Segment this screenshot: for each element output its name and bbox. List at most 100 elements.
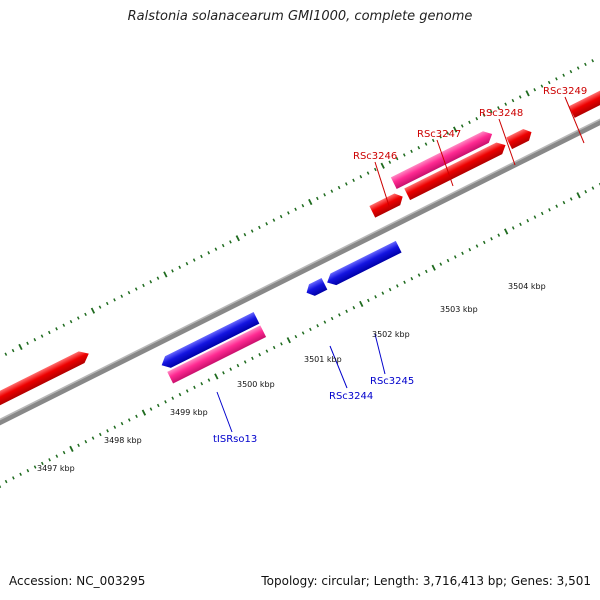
minor-tick: [511, 98, 515, 103]
minor-tick: [214, 247, 218, 251]
major-tick: [163, 271, 168, 278]
minor-tick: [468, 120, 471, 125]
minor-tick: [258, 353, 262, 357]
minor-tick: [410, 276, 414, 281]
minor-tick: [84, 440, 88, 444]
minor-tick: [272, 218, 276, 222]
minor-tick: [330, 316, 334, 321]
minor-tick: [55, 454, 59, 458]
minor-tick: [446, 258, 450, 263]
leader-rsc3246: [374, 161, 391, 210]
feature-rsc3248: [506, 129, 532, 150]
map-title: Ralstonia solanacearum GMI1000, complete…: [127, 9, 473, 24]
minor-tick: [11, 348, 15, 353]
major-tick: [525, 90, 530, 97]
minor-tick: [171, 396, 175, 400]
minor-tick: [562, 73, 566, 77]
major-tick: [503, 228, 509, 235]
minor-tick: [591, 59, 595, 63]
minor-tick: [127, 290, 131, 295]
leader-rsc3245: [374, 333, 386, 375]
minor-tick: [301, 331, 305, 335]
minor-tick: [453, 255, 457, 259]
minor-tick: [62, 450, 66, 455]
feature-rsc3249: [568, 74, 600, 118]
minor-tick: [243, 360, 247, 364]
minor-tick: [48, 458, 51, 462]
minor-tick: [178, 265, 182, 269]
minor-tick: [222, 371, 225, 375]
minor-tick: [489, 109, 493, 114]
minor-tick: [250, 229, 254, 233]
minor-tick: [345, 309, 348, 313]
minor-tick: [591, 186, 595, 190]
leader-rsc3248: [498, 118, 516, 166]
major-tick: [235, 235, 240, 242]
minor-tick: [482, 113, 486, 117]
feature-rsc3246: [369, 193, 403, 218]
minor-tick: [200, 382, 204, 386]
minor-tick: [105, 301, 109, 306]
major-tick: [69, 445, 74, 452]
leader-rsc3249: [564, 96, 585, 144]
minor-tick: [185, 261, 189, 266]
minor-tick: [439, 262, 443, 266]
minor-tick: [562, 200, 566, 205]
minor-tick: [84, 312, 87, 317]
minor-tick: [98, 432, 102, 437]
minor-tick: [178, 392, 182, 397]
feature-rsc3247-rna: [390, 131, 493, 189]
minor-tick: [309, 327, 312, 332]
minor-tick: [287, 211, 290, 215]
minor-tick: [280, 342, 283, 346]
minor-tick: [200, 254, 203, 259]
scale-label-3497: 3497 kbp: [37, 464, 75, 473]
minor-tick: [164, 400, 167, 404]
minor-tick: [229, 367, 233, 371]
minor-tick: [207, 378, 211, 382]
minor-tick: [417, 146, 421, 150]
minor-tick: [106, 429, 109, 433]
minor-tick: [207, 251, 211, 255]
leader-tisrso13: [216, 391, 233, 433]
minor-tick: [265, 222, 268, 226]
minor-tick: [221, 243, 225, 248]
minor-tick: [555, 77, 558, 81]
minor-tick: [26, 468, 30, 473]
minor-tick: [345, 182, 348, 186]
label-rsc3247: RSc3247: [417, 129, 461, 140]
major-tick: [453, 126, 458, 133]
minor-tick: [584, 62, 587, 67]
minor-tick: [475, 244, 479, 248]
minor-tick: [431, 138, 435, 143]
minor-tick: [395, 156, 399, 161]
minor-tick: [497, 106, 500, 110]
major-tick: [380, 162, 385, 169]
minor-tick: [402, 153, 406, 157]
minor-tick: [518, 95, 522, 99]
minor-tick: [381, 291, 385, 295]
minor-tick: [482, 240, 486, 245]
major-tick: [18, 343, 23, 350]
minor-tick: [272, 345, 276, 350]
minor-tick: [330, 189, 334, 193]
minor-tick: [540, 211, 544, 216]
feature-tisrso13: [167, 325, 267, 384]
minor-tick: [142, 283, 145, 288]
minor-tick: [26, 341, 29, 346]
feature-rsc3247: [404, 142, 506, 201]
minor-tick: [149, 407, 153, 411]
minor-tick: [98, 305, 102, 309]
scale-label-3500: 3500 kbp: [237, 380, 275, 389]
major-tick: [431, 264, 436, 271]
minor-tick: [301, 204, 305, 208]
major-tick: [576, 192, 581, 199]
minor-tick: [323, 320, 327, 324]
feature-rsc3245: [327, 240, 402, 286]
genome-summary-text: Topology: circular; Length: 3,716,413 bp…: [261, 574, 591, 588]
minor-tick: [294, 334, 298, 339]
major-tick: [0, 482, 2, 489]
minor-tick: [388, 287, 392, 292]
minor-tick: [424, 269, 428, 274]
scale-label-3499: 3499 kbp: [170, 408, 208, 417]
